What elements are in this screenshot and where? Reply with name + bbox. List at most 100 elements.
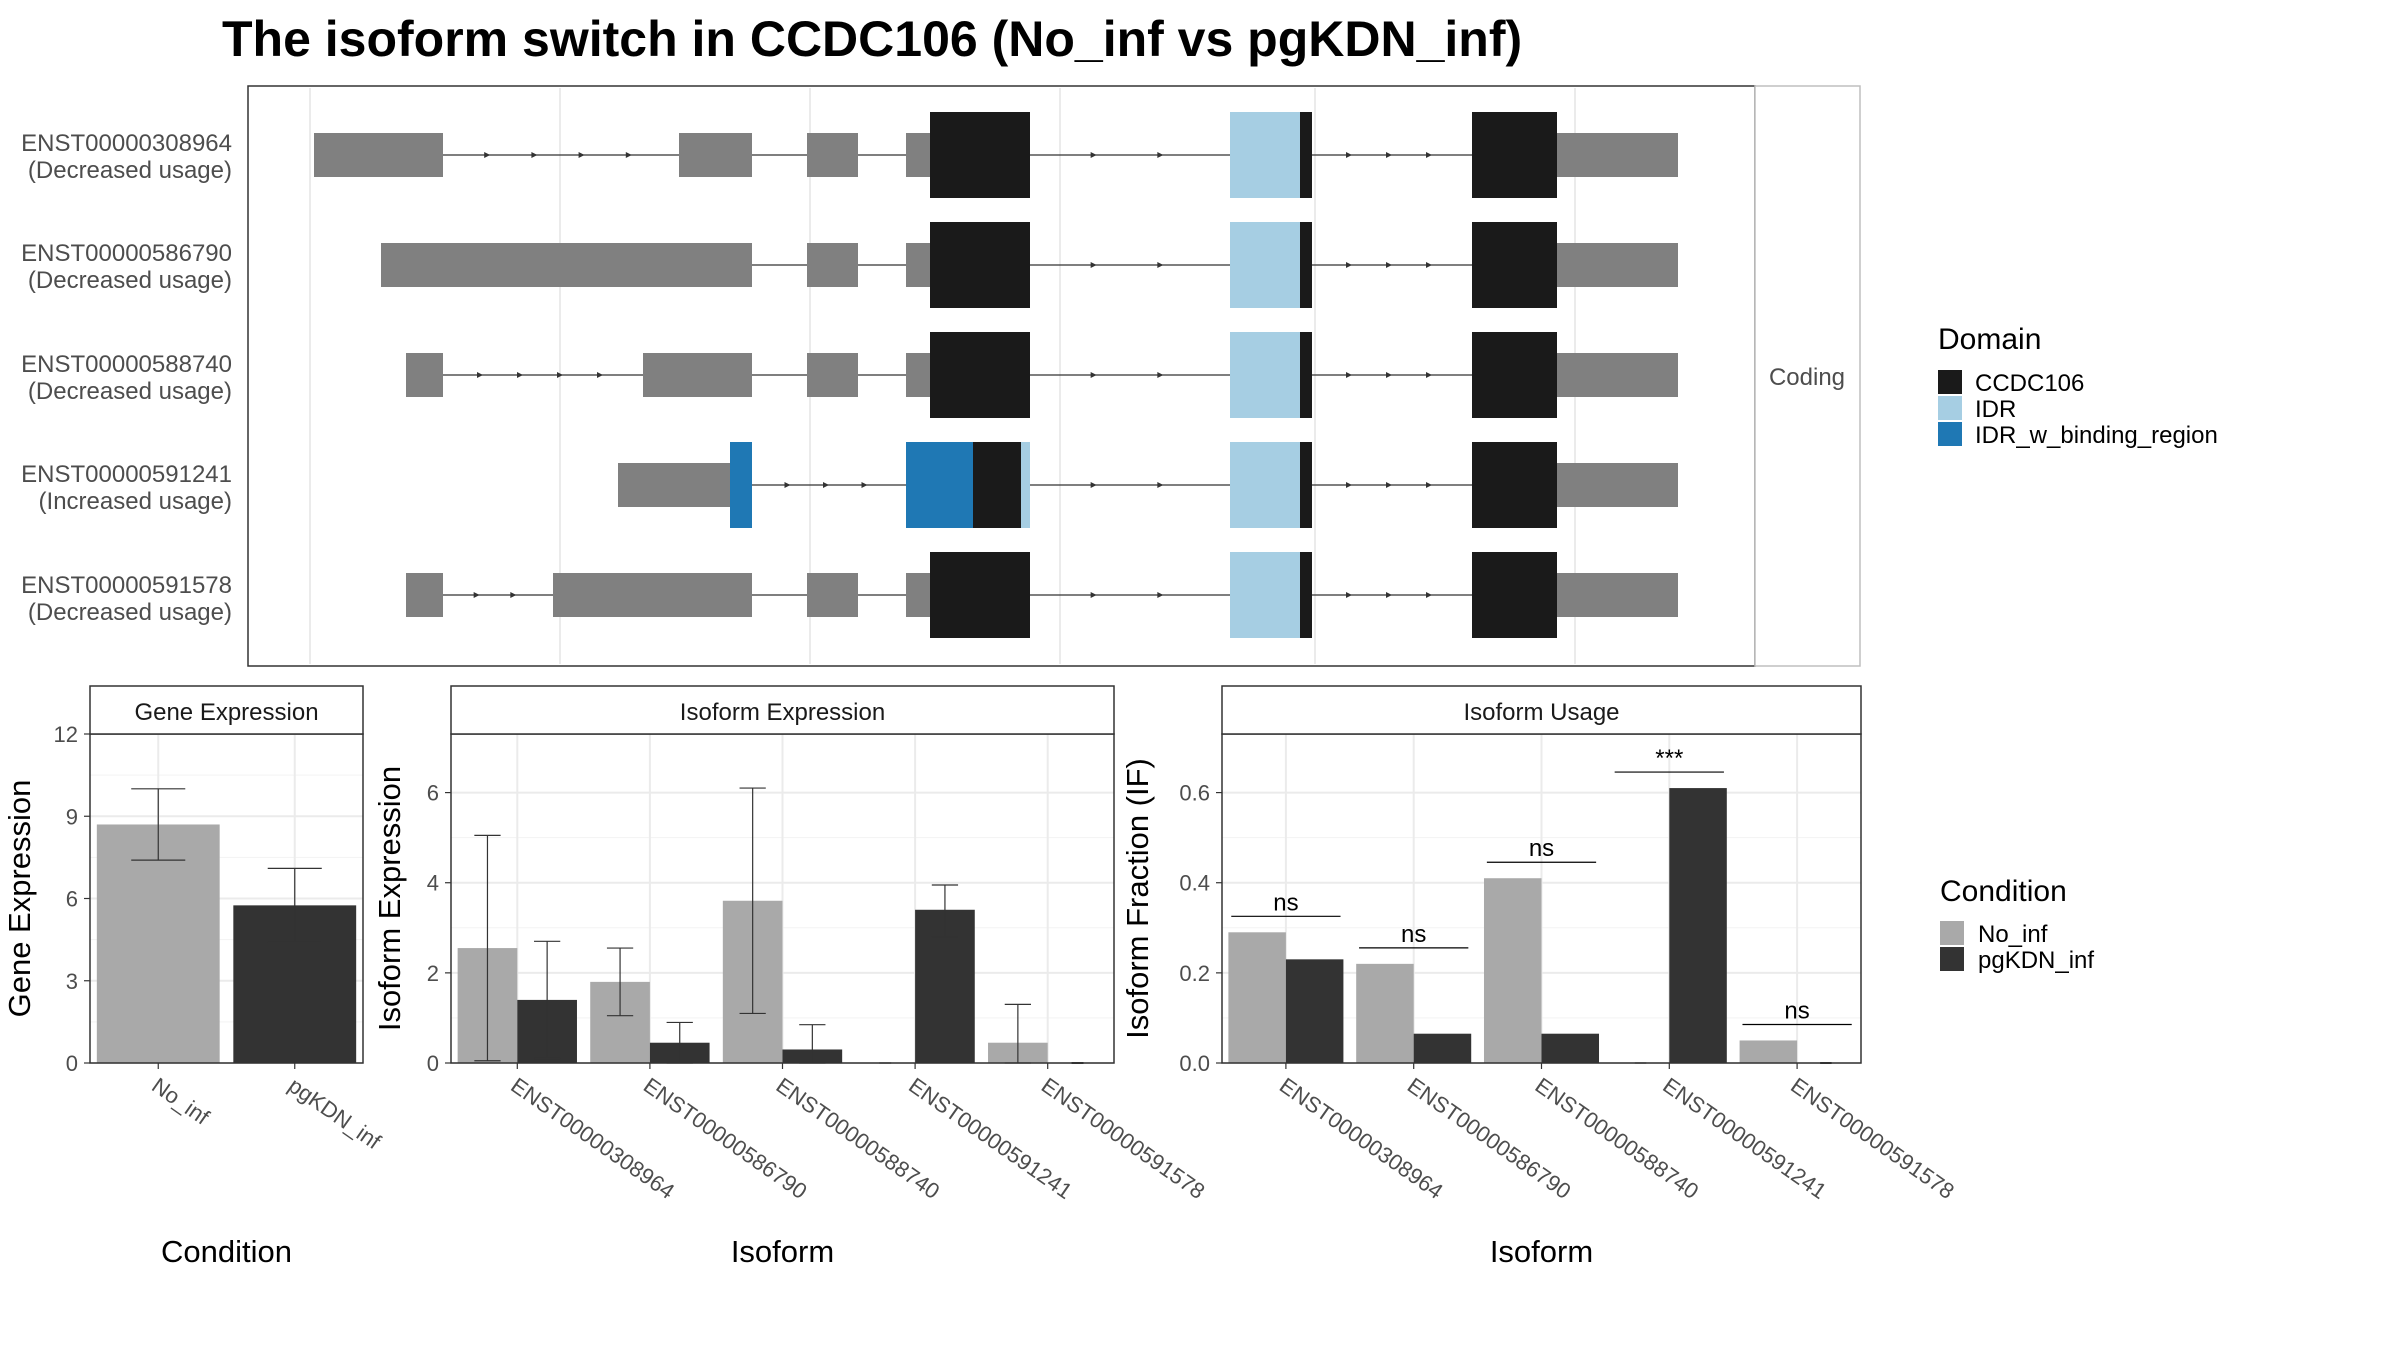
transcript-usage-label: (Decreased usage)	[28, 599, 232, 626]
bar	[1228, 932, 1286, 1063]
intron-arrow	[1426, 592, 1432, 598]
bar	[1285, 959, 1344, 1063]
utr-exon	[1557, 573, 1678, 617]
idr-domain	[1230, 332, 1300, 418]
y-tick-label: 0	[427, 1051, 439, 1076]
intron-arrow	[1426, 482, 1432, 488]
x-axis-title: Isoform	[731, 1234, 834, 1269]
ccdc106-domain	[1472, 332, 1557, 418]
transcript-id-label: ENST00000588740	[21, 351, 232, 378]
error-bar	[474, 834, 501, 1062]
ccdc106-domain	[1300, 332, 1312, 418]
panel-strip	[450, 685, 1115, 735]
utr-exon	[1557, 133, 1678, 177]
intron-arrow	[484, 152, 491, 158]
ccdc106-domain	[1472, 112, 1557, 198]
legend-swatch-idr	[1938, 396, 1962, 420]
x-tick-label: pgKDN_inf	[284, 1073, 386, 1155]
intron-arrow	[1346, 152, 1352, 158]
transcript-usage-label: (Decreased usage)	[28, 267, 232, 294]
intron-arrow	[597, 372, 603, 378]
transcript-track	[314, 112, 1678, 198]
significance-label: ns	[1529, 835, 1554, 862]
intron-arrow	[517, 372, 523, 378]
bar	[96, 824, 220, 1063]
ccdc106-domain	[1300, 222, 1312, 308]
legend-swatch-pgkdn-inf	[1940, 947, 1964, 971]
intron-arrow	[510, 592, 517, 598]
utr-exon	[406, 353, 443, 397]
y-tick-label: 0.4	[1179, 871, 1210, 896]
intron-arrow	[1090, 372, 1097, 378]
bar	[1739, 1040, 1798, 1063]
isoform-expression-panel: Isoform Expression0246ENST00000308964ENS…	[372, 685, 1209, 1269]
transcript-tracks	[314, 112, 1678, 638]
intron-arrow	[1386, 152, 1392, 158]
intron-arrow	[823, 482, 829, 488]
error-bar	[534, 940, 561, 1060]
legend-label-idr-binding: IDR_w_binding_region	[1975, 422, 2218, 449]
bar	[1356, 963, 1414, 1063]
transcript-track	[381, 222, 1678, 308]
y-tick-label: 6	[427, 781, 439, 806]
utr-exon	[807, 133, 858, 177]
y-tick-label: 0.0	[1179, 1051, 1210, 1076]
intron-arrow	[625, 152, 632, 158]
utr-exon	[715, 463, 730, 507]
intron-arrow	[1346, 372, 1352, 378]
idr-domain	[1230, 112, 1300, 198]
y-tick-label: 0.6	[1179, 781, 1210, 806]
error-bar	[131, 788, 186, 861]
y-tick-label: 0	[66, 1051, 78, 1076]
intron-arrow	[1090, 592, 1097, 598]
utr-exon	[715, 353, 752, 397]
panel-strip-label: Isoform Expression	[680, 699, 885, 726]
ccdc106-domain	[1300, 552, 1312, 638]
transcript-structure-panel: Coding	[247, 85, 1861, 667]
transcript-labels: ENST00000308964 (Decreased usage) ENST00…	[21, 130, 232, 626]
legend-swatch-no-inf	[1940, 921, 1964, 945]
error-bar	[606, 947, 634, 1017]
utr-exon	[906, 573, 930, 617]
intron-arrow	[1346, 592, 1352, 598]
panel-strip	[89, 685, 364, 735]
intron-arrow	[557, 372, 563, 378]
intron-arrow	[1090, 152, 1097, 158]
transcript-usage-label: (Decreased usage)	[28, 157, 232, 184]
transcript-track	[406, 552, 1678, 638]
utr-exon	[679, 133, 715, 177]
bar	[1669, 788, 1727, 1063]
transcript-usage-label: (Decreased usage)	[28, 378, 232, 405]
transcript-id-label: ENST00000591241	[21, 461, 232, 488]
intron-arrow	[1386, 262, 1392, 268]
x-axis-title: Isoform	[1490, 1234, 1593, 1269]
ccdc106-domain	[930, 332, 1030, 418]
intron-arrow	[1346, 262, 1352, 268]
intron-arrow	[784, 482, 791, 488]
condition-legend: Condition No_inf pgKDN_inf	[1940, 875, 2094, 974]
idr-domain	[1230, 442, 1300, 528]
idr-domain	[1021, 442, 1030, 528]
intron-arrow	[1346, 482, 1352, 488]
y-tick-label: 6	[66, 887, 78, 912]
gene-expression-panel: Gene Expression 0 3 6 9 12 No_inf pgKDN_inf Cond…	[2, 685, 386, 1269]
panel-strip-label: Isoform Usage	[1463, 699, 1619, 726]
intron-arrow	[1157, 262, 1164, 268]
domain-legend: Domain CCDC106 IDR IDR_w_binding_region	[1938, 323, 2218, 449]
y-tick-label: 9	[66, 804, 78, 829]
y-axis-title: Isoform Expression	[372, 766, 407, 1031]
utr-exon	[553, 573, 715, 617]
intron-arrow	[531, 152, 538, 158]
y-axis-title: Isoform Fraction (IF)	[1120, 758, 1155, 1039]
error-bar	[931, 884, 959, 938]
utr-exon	[1557, 243, 1678, 287]
legend-label-idr: IDR	[1975, 396, 2016, 423]
intron-arrow	[861, 482, 868, 488]
facet-strip-label: Coding	[1769, 364, 1845, 391]
x-tick-label: No_inf	[147, 1073, 214, 1130]
intron-arrow	[473, 592, 480, 598]
ccdc106-domain	[1300, 112, 1312, 198]
ccdc106-domain	[1472, 552, 1557, 638]
utr-exon	[906, 353, 930, 397]
